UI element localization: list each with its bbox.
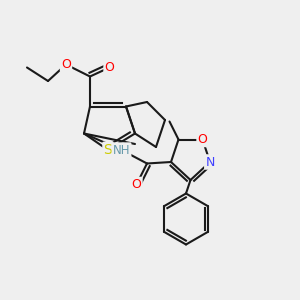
Text: N: N bbox=[205, 155, 215, 169]
Text: O: O bbox=[61, 58, 71, 71]
Text: O: O bbox=[132, 178, 141, 191]
Text: O: O bbox=[198, 133, 207, 146]
Text: S: S bbox=[103, 143, 112, 157]
Text: O: O bbox=[105, 61, 114, 74]
Text: NH: NH bbox=[113, 143, 130, 157]
